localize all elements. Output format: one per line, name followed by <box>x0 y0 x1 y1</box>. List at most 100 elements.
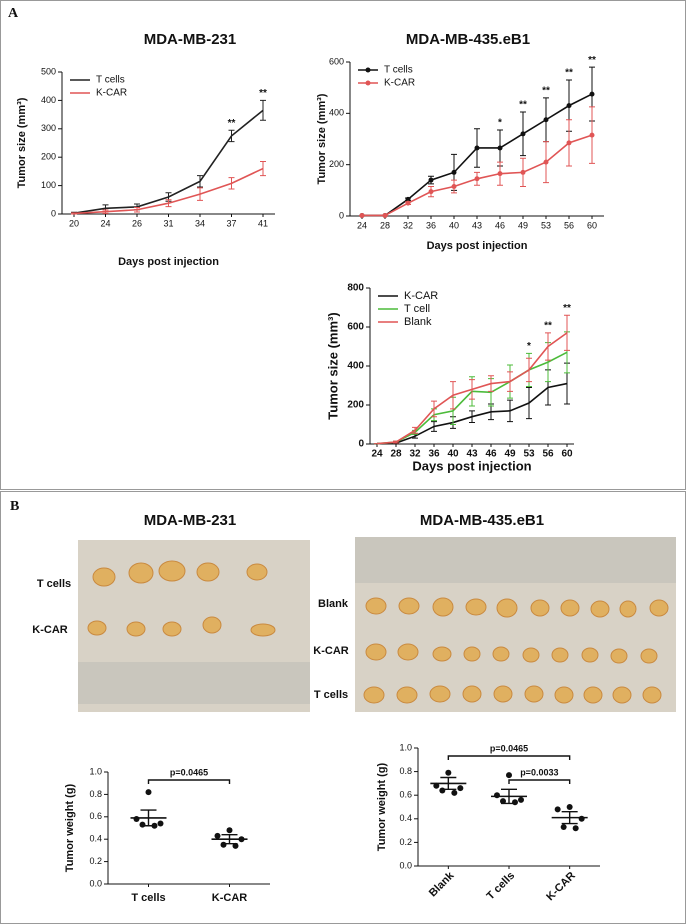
x-tick-label: K-CAR <box>544 870 578 904</box>
x-tick-label: 32 <box>403 220 413 230</box>
x-tick-label: 40 <box>449 220 459 230</box>
sem-bar <box>501 788 517 805</box>
row-label: K-CAR <box>32 624 67 636</box>
y-tick-label: 400 <box>41 95 56 105</box>
error-bar <box>564 314 570 351</box>
point <box>451 169 457 175</box>
panel-label: B <box>10 499 19 514</box>
point <box>572 825 579 832</box>
x-tick-label: Blank <box>427 869 457 899</box>
x-tick-label: 24 <box>371 449 383 460</box>
y-tick-label: 0.4 <box>89 834 102 844</box>
point <box>145 789 152 796</box>
point <box>506 772 512 779</box>
legend-label: K-CAR <box>404 290 438 302</box>
p-value: p=0.0465 <box>490 743 528 753</box>
ruler <box>355 537 676 583</box>
point <box>214 832 221 839</box>
point <box>405 200 411 206</box>
y-tick-label: 1.0 <box>399 742 412 752</box>
point <box>474 176 480 182</box>
point <box>543 159 549 165</box>
x-tick-label: 46 <box>485 449 497 460</box>
point <box>589 91 595 97</box>
y-tick-label: 0 <box>339 210 344 220</box>
y-tick-label: 200 <box>329 159 344 169</box>
y-tick-label: 0.8 <box>399 766 412 776</box>
y-tick-label: 0.2 <box>399 837 412 847</box>
tumors <box>87 560 276 637</box>
y-tick-label: 0 <box>358 439 364 450</box>
x-tick-label: 37 <box>226 218 236 228</box>
x-tick-label: 20 <box>69 218 79 228</box>
x-tick-label: 28 <box>380 220 390 230</box>
point <box>497 145 503 151</box>
x-tick-label: 46 <box>495 220 505 230</box>
annotation: * <box>498 118 502 129</box>
x-tick-label: 36 <box>428 449 440 460</box>
ruler <box>78 662 310 704</box>
y-axis-title: Tumor size (mm³) <box>16 97 28 188</box>
series-line <box>376 382 568 445</box>
point <box>497 171 503 177</box>
point <box>139 821 146 828</box>
y-tick-label: 0.2 <box>89 856 102 866</box>
row-label: T cells <box>314 689 348 701</box>
x-tick-label: 60 <box>561 449 573 460</box>
point <box>543 117 549 123</box>
y-tick-label: 200 <box>41 152 56 162</box>
annotation: * <box>527 341 531 352</box>
point <box>232 842 239 849</box>
x-tick-label: 49 <box>518 220 528 230</box>
legend-label: Blank <box>404 316 432 328</box>
annotation: ** <box>588 55 596 66</box>
x-tick-label: 34 <box>195 218 205 228</box>
y-tick-label: 0.6 <box>89 811 102 821</box>
x-tick-label: 53 <box>541 220 551 230</box>
x-tick-label: T cells <box>131 892 165 904</box>
legend-label: T cell <box>404 303 430 315</box>
x-axis-title: Days post injection <box>412 458 531 473</box>
point <box>405 196 411 202</box>
y-tick-label: 0.6 <box>399 790 412 800</box>
row-label: T cells <box>37 578 71 590</box>
y-axis-title: Tumor size (mm³) <box>316 93 328 184</box>
point <box>457 785 464 792</box>
annotation: ** <box>259 88 267 99</box>
x-tick-label: 40 <box>447 449 459 460</box>
legend-marker <box>365 80 371 86</box>
y-tick-label: 0.8 <box>89 789 102 799</box>
point <box>500 798 506 805</box>
point <box>428 189 434 195</box>
row-label: K-CAR <box>313 645 348 657</box>
point <box>428 177 434 183</box>
point <box>566 103 572 109</box>
y-tick-label: 0.0 <box>89 878 102 888</box>
point <box>589 132 595 138</box>
x-tick-label: 26 <box>132 218 142 228</box>
significance-bracket <box>147 779 231 784</box>
point <box>520 131 526 137</box>
sem-bar <box>440 776 457 790</box>
x-tick-label: 32 <box>409 449 421 460</box>
point <box>445 769 452 776</box>
point <box>518 796 524 803</box>
point <box>439 787 446 794</box>
x-tick-label: 41 <box>258 218 268 228</box>
significance-bracket <box>447 755 571 760</box>
legend-label: T cells <box>384 65 413 76</box>
x-tick-label: 56 <box>542 449 554 460</box>
sem-bar <box>140 809 157 827</box>
y-tick-label: 200 <box>347 400 364 411</box>
x-tick-label: 49 <box>504 449 516 460</box>
point <box>520 169 526 175</box>
y-tick-label: 600 <box>329 56 344 66</box>
x-tick-label: 36 <box>426 220 436 230</box>
x-tick-label: T cells <box>484 870 517 903</box>
x-tick-label: 24 <box>357 220 367 230</box>
point <box>157 820 164 827</box>
panel-label: A <box>8 6 19 21</box>
point <box>578 815 585 822</box>
